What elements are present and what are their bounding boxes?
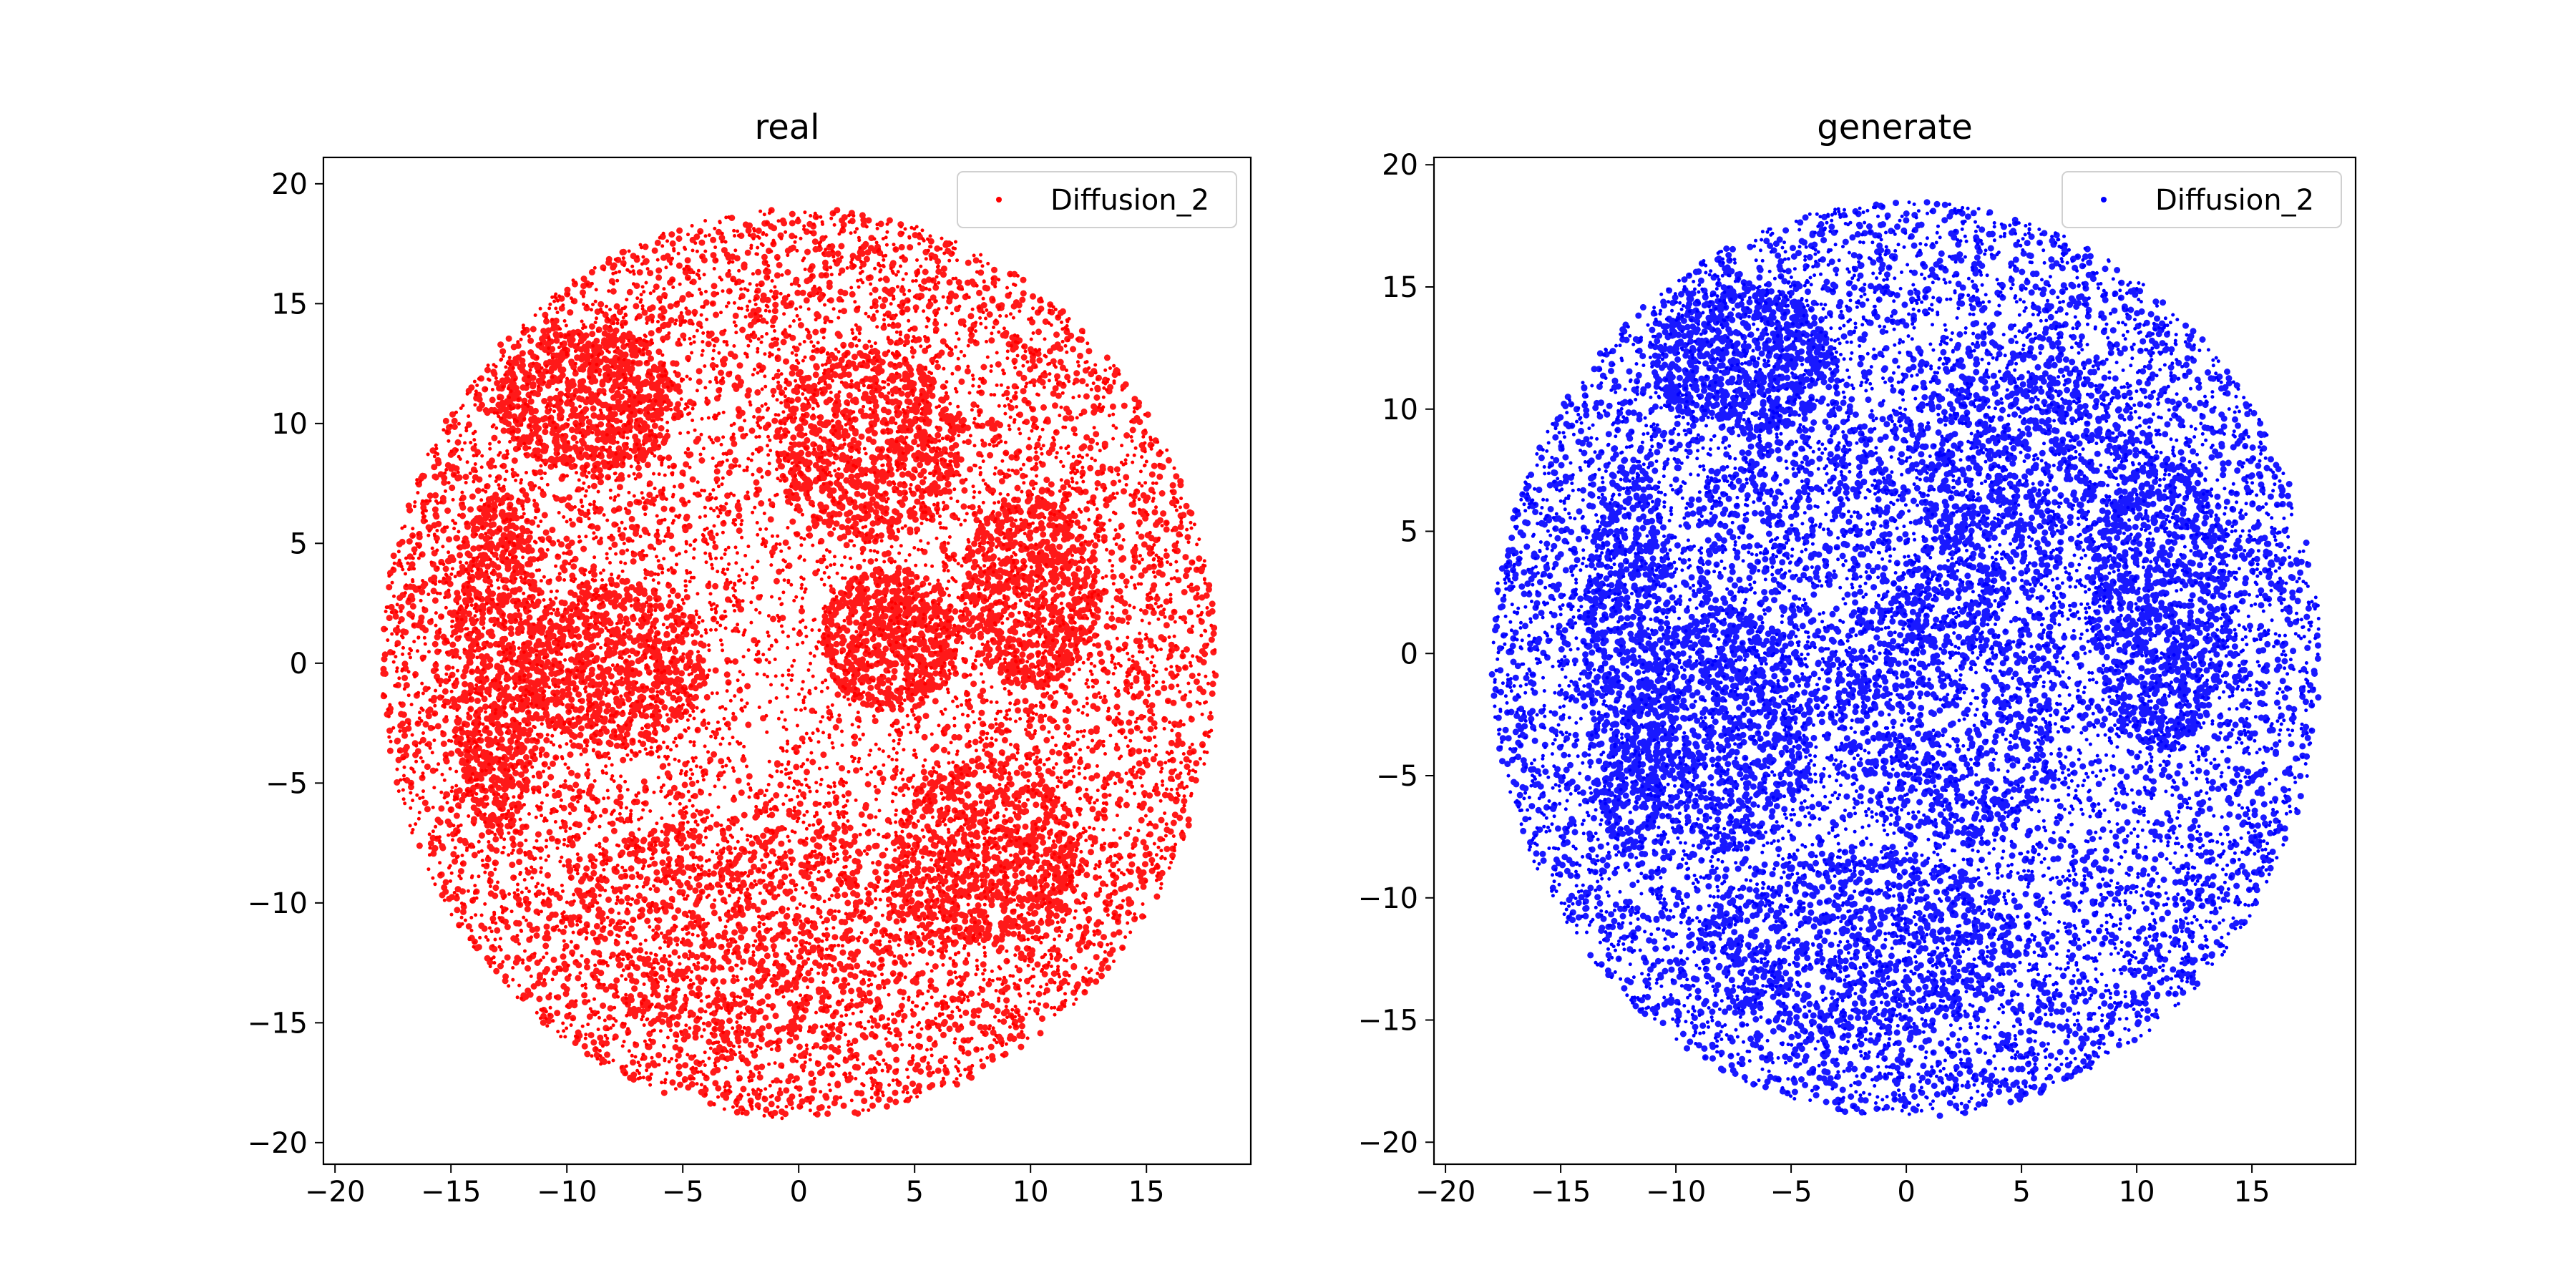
subplot-1: −20 −15 −10 −5 0 5 10 15 −20 −15 −10 −5 0 5 10 15 20 gene…: [1358, 107, 2357, 1209]
x-tick-label: 5: [905, 1176, 923, 1209]
legend-label: Diffusion_2: [1050, 184, 1209, 217]
y-tick-label: 5: [1400, 516, 1418, 549]
x-tick-label: −20: [1415, 1176, 1475, 1209]
x-tick-label: 15: [2234, 1176, 2270, 1209]
scatter-series: [380, 207, 1219, 1121]
subplot-0: −20 −15 −10 −5 0 5 10 15 −20 −15 −10 −5 0 5 10 15 20 real…: [248, 107, 1252, 1209]
y-tick-label: 0: [1400, 638, 1418, 670]
y-tick-label: −15: [1358, 1005, 1418, 1038]
legend-label: Diffusion_2: [2155, 184, 2314, 217]
axes-frame: [1433, 156, 2357, 1166]
chart-title: generate: [1817, 107, 1972, 147]
x-tick-label: −20: [305, 1176, 365, 1209]
chart-title: real: [755, 107, 820, 147]
x-tick-label: 10: [1013, 1176, 1049, 1209]
x-tick-label: 0: [789, 1176, 807, 1209]
legend-marker: [996, 197, 1002, 203]
y-tick-label: 0: [290, 648, 308, 680]
y-tick-label: 20: [1382, 149, 1418, 182]
y-tick-label: 15: [1382, 271, 1418, 304]
x-tick-label: 5: [2012, 1176, 2030, 1209]
legend: Diffusion_2: [957, 171, 1237, 228]
y-tick-label: −5: [265, 767, 308, 800]
x-tick-label: −10: [537, 1176, 597, 1209]
axes-frame: [322, 156, 1252, 1166]
y-tick-label: 15: [271, 288, 308, 321]
y-tick-label: 10: [1382, 394, 1418, 426]
scatter-sparse-points: [381, 209, 1217, 1121]
x-tick-label: 10: [2119, 1176, 2155, 1209]
y-tick-label: 20: [271, 168, 308, 201]
axes-background: [323, 157, 1251, 1164]
x-tick-label: −10: [1646, 1176, 1706, 1209]
x-tick-label: −15: [421, 1176, 481, 1209]
x-tick-label: −5: [662, 1176, 704, 1209]
y-tick-label: −20: [248, 1127, 308, 1160]
x-tick-label: −15: [1531, 1176, 1591, 1209]
scatter-series: [1488, 199, 2322, 1119]
legend: Diffusion_2: [2062, 171, 2342, 228]
y-tick-label: −15: [248, 1007, 308, 1040]
legend-box: [2062, 171, 2342, 228]
x-tick-label: 15: [1128, 1176, 1165, 1209]
y-tick-label: 10: [271, 408, 308, 441]
y-tick-label: −10: [1358, 882, 1418, 915]
y-tick-label: −5: [1376, 760, 1418, 793]
x-tick-label: −5: [1770, 1176, 1813, 1209]
y-tick-label: −10: [248, 887, 308, 920]
legend-marker: [2101, 197, 2107, 203]
scatter-sparse-points: [1491, 200, 2321, 1116]
legend-box: [957, 171, 1237, 228]
y-tick-label: 5: [290, 527, 308, 560]
y-tick-label: −20: [1358, 1126, 1418, 1159]
x-tick-label: 0: [1897, 1176, 1915, 1209]
